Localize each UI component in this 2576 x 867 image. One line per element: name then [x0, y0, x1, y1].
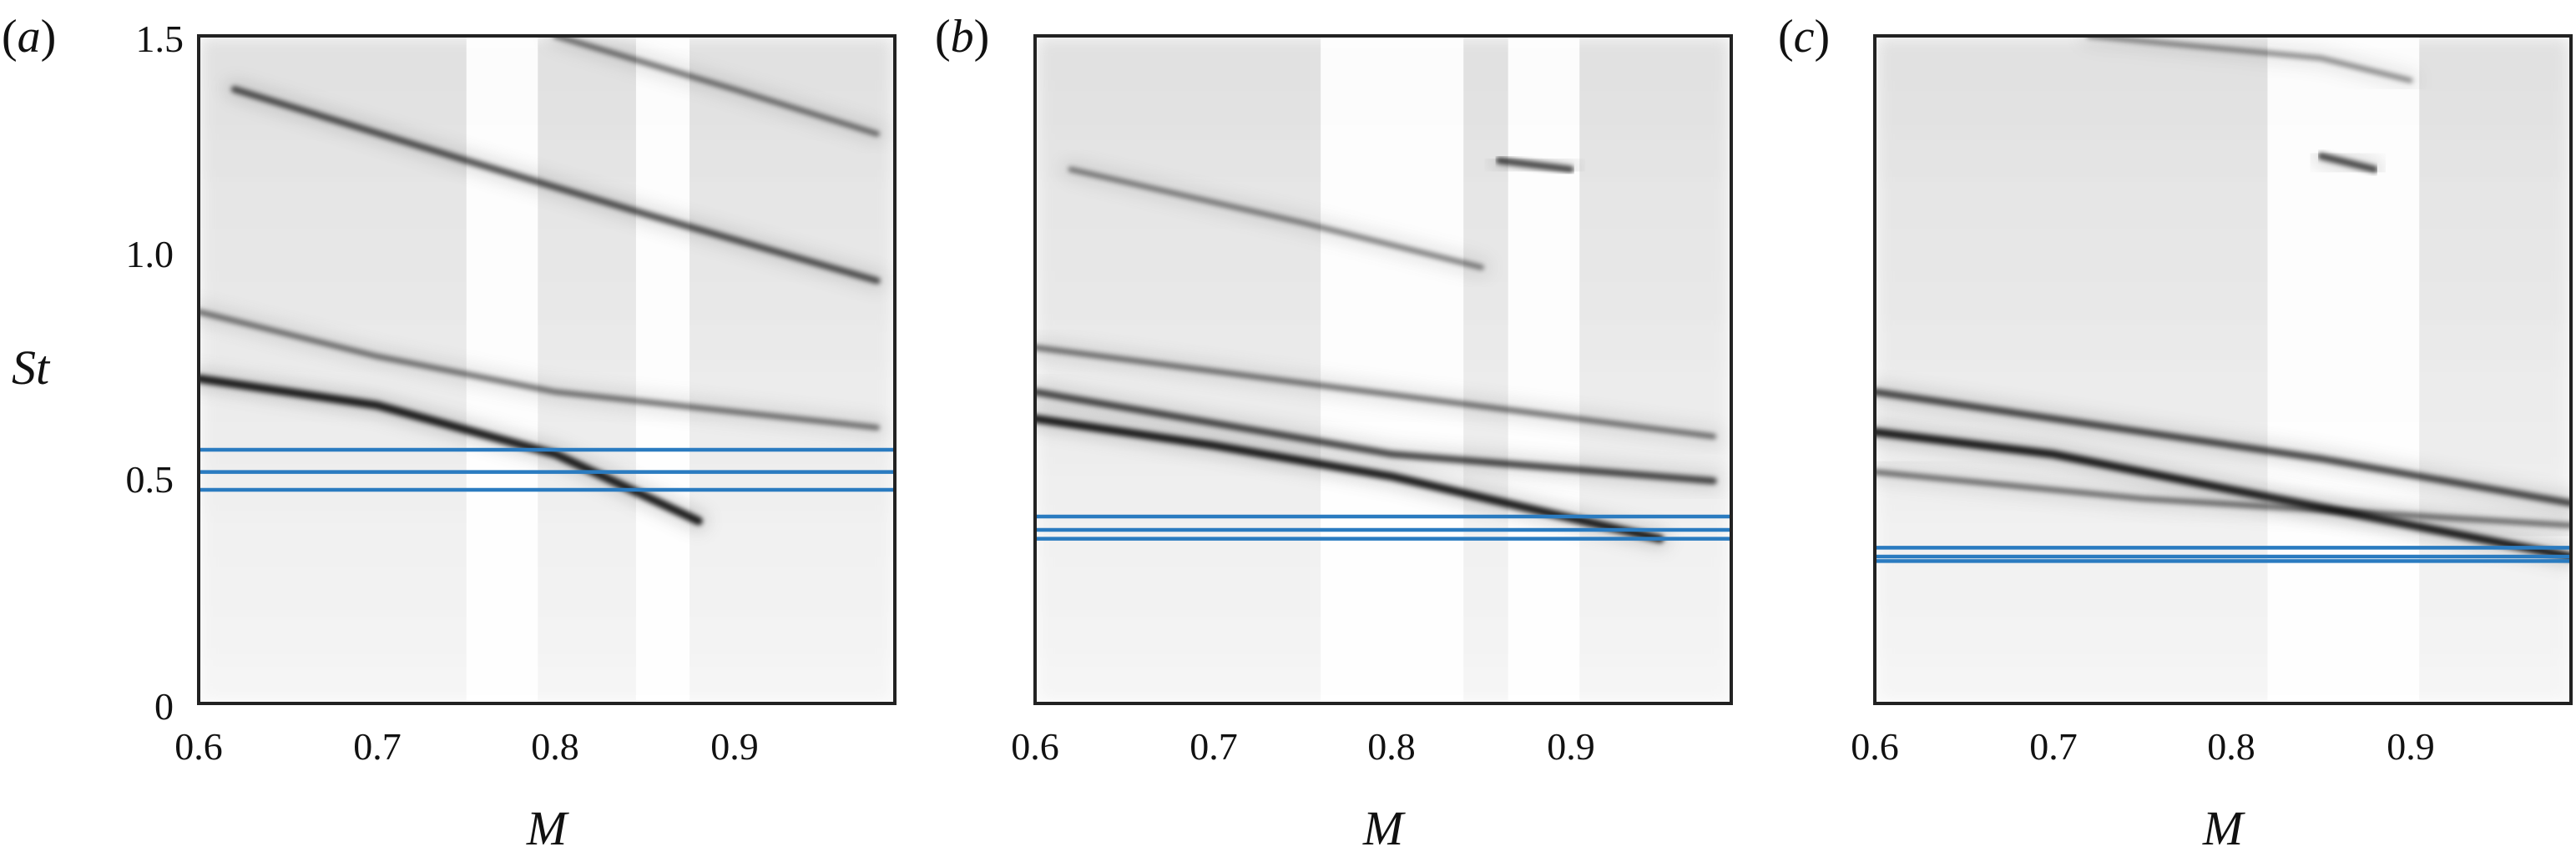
- y-tick-label-1.5: 1.5: [136, 18, 184, 60]
- heatmap-c: [1875, 36, 2571, 703]
- x-tick-label-0.6-b: 0.6: [1011, 725, 1059, 768]
- ridge-line: [230, 86, 881, 285]
- plot-frame-c: [1873, 34, 2573, 705]
- ridge-line: [1875, 388, 2571, 507]
- ridge-line: [2086, 36, 2413, 83]
- x-axis-title-c: M: [2202, 801, 2245, 855]
- x-tick-label-0.7-a: 0.7: [353, 725, 402, 768]
- ridge-line: [1035, 414, 1664, 543]
- panel-label-b: (b): [935, 11, 989, 63]
- y-axis-title: St: [12, 340, 51, 395]
- ridge-line: [1035, 388, 1717, 485]
- x-tick-label-0.8-c: 0.8: [2207, 725, 2255, 768]
- white-band: [1321, 36, 1464, 703]
- panel-a: (a) 1.5 1.0 0.5 0 St 0.6 0.7 0.8 0.9 M: [2, 11, 897, 855]
- ridge-line: [553, 36, 881, 137]
- ridge-line: [199, 374, 703, 526]
- x-axis-title-b: M: [1362, 801, 1406, 855]
- ridge-line: [1035, 344, 1717, 440]
- x-tick-label-0.9-b: 0.9: [1547, 725, 1595, 768]
- x-tick-label-0.8-a: 0.8: [531, 725, 579, 768]
- x-tick-label-0.6-c: 0.6: [1851, 725, 1899, 768]
- heatmap-b: [1035, 36, 1731, 703]
- white-band: [2267, 36, 2420, 703]
- white-band: [635, 36, 690, 703]
- panel-label-c: (c): [1778, 11, 1830, 63]
- ridge-line: [1495, 157, 1574, 174]
- panel-c: (c) 0.6 0.7 0.8 0.9 M: [1778, 11, 2573, 855]
- heatmap-haze: [1875, 36, 2571, 703]
- x-tick-label-0.9-a: 0.9: [710, 725, 759, 768]
- ridge-line: [199, 309, 881, 431]
- heatmap-haze: [199, 36, 895, 703]
- x-tick-label-0.7-b: 0.7: [1190, 725, 1238, 768]
- y-tick-label-0.5: 0.5: [126, 458, 174, 501]
- ridge-line: [2317, 152, 2378, 174]
- panel-label-a: (a): [2, 11, 56, 63]
- ridge-line: [1875, 469, 2571, 529]
- plot-frame-b: [1033, 34, 1733, 705]
- ridge-line: [1068, 166, 1484, 270]
- x-tick-label-0.9-c: 0.9: [2387, 725, 2435, 768]
- white-band: [1508, 36, 1580, 703]
- panel-b: (b) 0.6 0.7 0.8 0.9 M: [935, 11, 1733, 855]
- y-tick-label-0: 0: [154, 685, 174, 728]
- x-axis-title-a: M: [526, 801, 569, 855]
- x-tick-label-0.7-c: 0.7: [2029, 725, 2078, 768]
- x-tick-label-0.8-b: 0.8: [1367, 725, 1416, 768]
- y-tick-label-1.0: 1.0: [126, 233, 174, 275]
- x-tick-label-0.6-a: 0.6: [174, 725, 223, 768]
- heatmap-a: [199, 36, 895, 703]
- plot-frame-a: [197, 34, 897, 705]
